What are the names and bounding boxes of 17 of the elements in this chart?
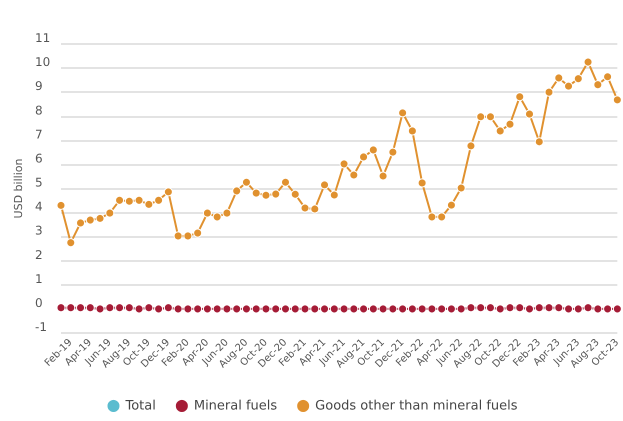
y-tick-label: 4 (35, 200, 43, 214)
legend-label: Mineral fuels (194, 398, 278, 414)
y-tick-label: 3 (35, 224, 43, 238)
y-axis-title: USD billion (12, 158, 26, 218)
y-tick-label: 2 (35, 248, 43, 262)
y-tick-label: 5 (35, 176, 43, 190)
y-tick-label: 8 (35, 103, 43, 118)
y-tick-label: 9 (35, 79, 43, 94)
y-tick-label: 11 (35, 31, 50, 45)
y-tick-label: 10 (35, 55, 50, 70)
legend-label: Goods other than mineral fuels (315, 398, 518, 414)
y-tick-label: 0 (35, 296, 43, 310)
y-tick-label: 7 (35, 127, 43, 142)
y-tick-label: 6 (35, 151, 43, 166)
legend-label: Total (124, 398, 156, 414)
y-tick-label: -1 (35, 320, 47, 334)
y-tick-label: 1 (35, 272, 43, 286)
